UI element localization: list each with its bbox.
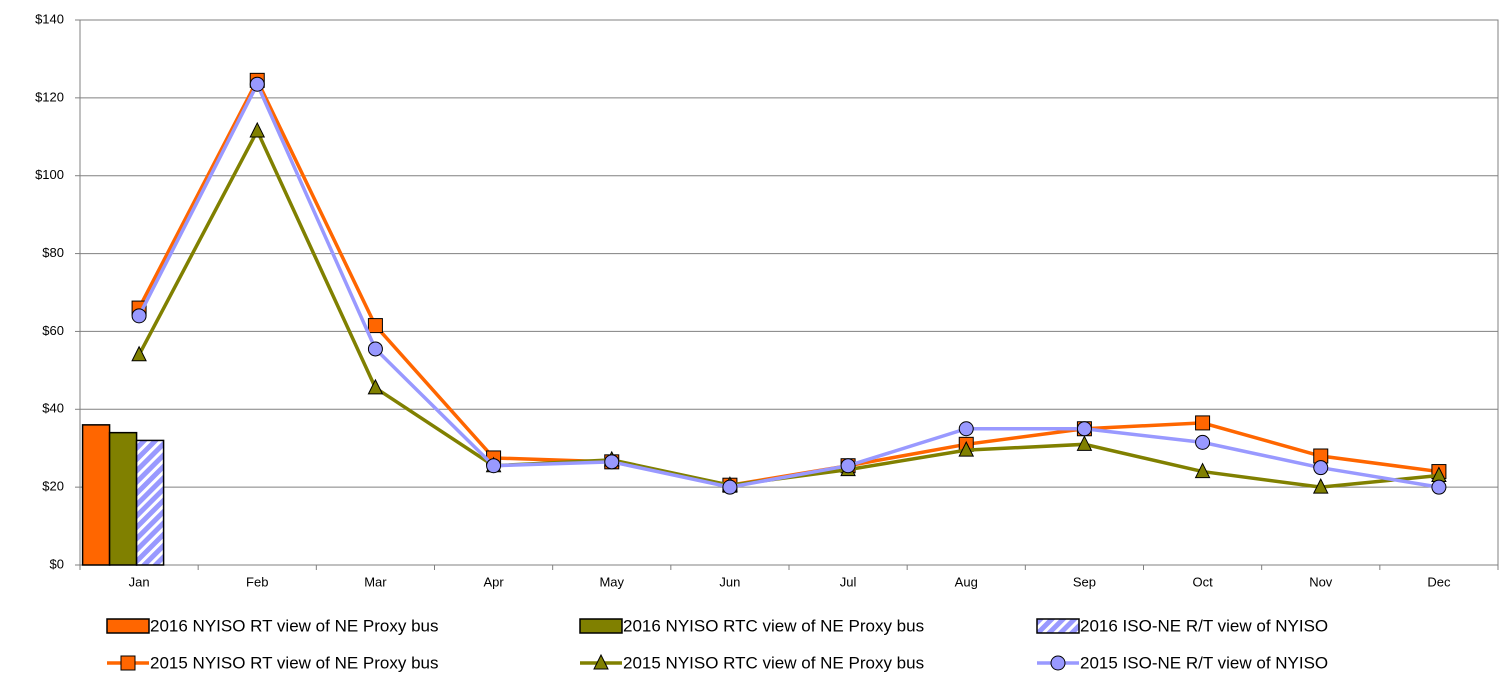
legend-swatch <box>579 618 623 634</box>
legend-label: 2015 NYISO RTC view of NE Proxy bus <box>623 653 924 672</box>
marker <box>131 345 147 362</box>
marker <box>1195 415 1211 431</box>
legend-label: 2016 NYISO RTC view of NE Proxy bus <box>623 616 924 635</box>
marker <box>958 441 975 457</box>
marker <box>958 421 974 437</box>
y-tick-label: $0 <box>50 556 64 571</box>
marker <box>367 341 383 357</box>
x-tick-label: Feb <box>246 574 268 589</box>
marker <box>249 76 265 92</box>
x-tick-label: May <box>599 574 624 589</box>
x-tick-label: Mar <box>364 574 387 589</box>
marker <box>840 458 856 474</box>
legend-label: 2016 NYISO RT view of NE Proxy bus <box>150 616 439 635</box>
x-tick-label: Jan <box>129 574 150 589</box>
x-tick-label: Sep <box>1073 574 1096 589</box>
y-tick-label: $60 <box>42 323 64 338</box>
marker <box>131 308 147 324</box>
marker <box>249 121 266 138</box>
x-tick-label: Apr <box>483 574 504 589</box>
marker <box>722 479 738 495</box>
marker <box>1076 435 1093 451</box>
y-tick-label: $80 <box>42 245 64 260</box>
legend-swatch <box>1036 618 1080 634</box>
marker <box>1076 421 1092 437</box>
marker <box>367 318 383 334</box>
y-tick-label: $120 <box>35 89 64 104</box>
marker <box>120 655 136 671</box>
legend-label: 2015 NYISO RT view of NE Proxy bus <box>150 653 439 672</box>
marker <box>1195 434 1211 450</box>
marker <box>1050 655 1066 671</box>
bar <box>135 439 165 566</box>
bar <box>108 431 138 566</box>
legend-swatch <box>106 618 150 634</box>
y-tick-label: $40 <box>42 401 64 416</box>
x-tick-label: Jun <box>719 574 740 589</box>
x-tick-label: Nov <box>1309 574 1333 589</box>
marker <box>1194 462 1211 479</box>
bar <box>81 424 111 566</box>
x-tick-label: Aug <box>955 574 978 589</box>
y-tick-label: $140 <box>35 11 64 26</box>
x-tick-label: Jul <box>840 574 857 589</box>
y-tick-label: $20 <box>42 479 64 494</box>
x-tick-label: Oct <box>1192 574 1213 589</box>
marker <box>486 458 502 474</box>
legend-label: 2016 ISO-NE R/T view of NYISO <box>1080 616 1328 635</box>
line <box>137 80 1440 489</box>
marker <box>604 454 620 470</box>
x-tick-label: Dec <box>1427 574 1451 589</box>
marker <box>1431 479 1447 495</box>
y-tick-label: $100 <box>35 167 64 182</box>
legend-label: 2015 ISO-NE R/T view of NYISO <box>1080 653 1328 672</box>
marker <box>367 378 384 395</box>
marker <box>1312 478 1329 494</box>
marker <box>1313 460 1329 476</box>
marker <box>593 653 609 670</box>
